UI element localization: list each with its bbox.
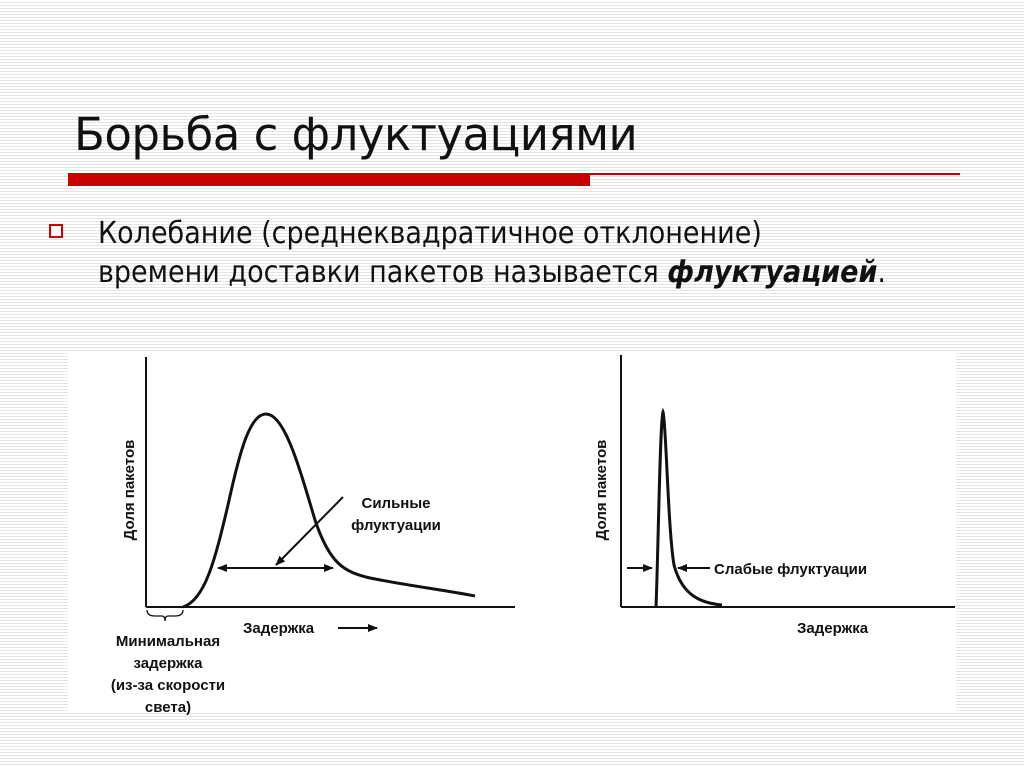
min-delay-brace — [146, 609, 184, 622]
bullet-period: . — [877, 255, 887, 290]
bullet-text: Колебание (среднеквадратичное отклонение… — [98, 214, 890, 292]
jitter-figure — [68, 352, 956, 712]
annotation-strong-line2: флуктуации — [351, 517, 441, 534]
min-delay-line-3: (из-за скорости — [111, 677, 225, 694]
annotation-strong-line1: Сильные — [361, 495, 430, 512]
min-delay-line-1: Минимальная — [116, 633, 220, 650]
hollow-square-bullet-icon — [49, 224, 63, 238]
left-x-label: Задержка — [243, 620, 315, 637]
left-chart: Сильные флуктуации Доля пакетов Задержка… — [111, 357, 515, 716]
right-chart: Слабые флуктуации Доля пакетов Задержка — [593, 355, 955, 637]
min-delay-line-4: света) — [145, 699, 191, 716]
title-underline-thick — [68, 173, 590, 186]
left-y-label: Доля пакетов — [121, 440, 138, 541]
left-distribution-curve — [182, 412, 476, 609]
slide-title: Борьба с флуктуациями — [74, 108, 638, 161]
right-y-label: Доля пакетов — [593, 440, 610, 541]
right-x-label: Задержка — [797, 620, 869, 637]
bullet-text-main: Колебание (среднеквадратичное отклонение… — [98, 216, 762, 290]
min-delay-line-2: задержка — [134, 655, 204, 672]
title-underline-thin — [590, 173, 960, 175]
right-distribution-curve — [654, 407, 723, 608]
annotation-pointer-arrow — [275, 496, 344, 566]
bullet-emphasis: флуктуацией — [667, 255, 878, 290]
annotation-weak: Слабые флуктуации — [714, 561, 867, 578]
